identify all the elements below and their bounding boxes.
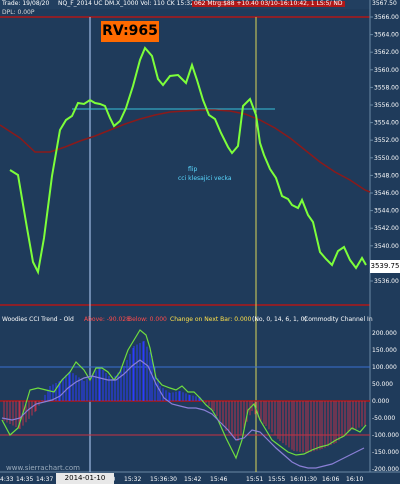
- order-info: 062 Mtrg:$88 +10.40 03/10-16:10:42, 1 LS…: [192, 0, 345, 7]
- corner-price: 3567.50: [372, 0, 397, 7]
- price-axis-label: 3550.00: [374, 155, 399, 162]
- cci-axis-label: -100.000: [372, 432, 399, 439]
- time-axis-label: 15:55: [268, 476, 285, 483]
- price-axis: 3566.00 3564.00 3562.00 3560.00 3558.00 3556.…: [370, 14, 399, 285]
- cci-axis-label: -50.000: [372, 415, 395, 422]
- cci-below: Below: 0.000: [128, 316, 167, 323]
- cci-above: Above: -90.028: [84, 316, 130, 323]
- time-axis-label: 15:51: [246, 476, 263, 483]
- price-axis-label: 3542.00: [374, 225, 399, 232]
- time-axis: 4:3314:3514:3715:3015:3215:36:3015:4215:…: [0, 476, 363, 483]
- price-axis-label: 3558.00: [374, 84, 399, 91]
- cci-change: Change on Next Bar: 0.000: [170, 316, 252, 323]
- time-axis-label: 14:35: [16, 476, 33, 483]
- price-axis-label: 3564.00: [374, 32, 399, 39]
- rv-badge: RV:965: [101, 21, 159, 42]
- watermark: www.sierrachart.com: [6, 464, 80, 472]
- cci-axis-label: 100.000: [372, 364, 397, 371]
- cci-axis-label: -150.000: [372, 449, 399, 456]
- instrument-label: NQ_F_2014 UC DM.X_1000 Vol: 110 CK 15:32…: [58, 0, 217, 7]
- time-axis-label: 15:36:30: [150, 476, 177, 483]
- price-axis-label: 3546.00: [374, 190, 399, 197]
- cci-indicator: Commodity Channel In: [304, 316, 373, 323]
- cci-histogram: [3, 341, 366, 453]
- trade-label: Trade: 19/08/20: [2, 0, 50, 7]
- price-axis-label: 3540.00: [374, 243, 399, 250]
- price-axis-label: 3544.00: [374, 208, 399, 215]
- time-axis-label: 15:46: [210, 476, 227, 483]
- cci-axis-label: -200.000: [372, 466, 399, 473]
- cci-axis-label: 50.000: [372, 381, 393, 388]
- cci-axis-label: 0.000: [372, 398, 389, 405]
- time-axis-label: 4:33: [0, 476, 14, 483]
- annotation-line-2: cci klesajici vecka: [178, 175, 232, 182]
- cci-axis: 200.000 150.000 100.000 50.000 0.000 -50.000 -…: [372, 330, 399, 473]
- price-axis-label: 3548.00: [374, 172, 399, 179]
- time-axis-label: 16:06: [322, 476, 339, 483]
- status-bar: [0, 0, 370, 9]
- price-axis-label: 3560.00: [374, 67, 399, 74]
- cci-params: (No, 0, 14, 6, 1, 0): [252, 316, 307, 323]
- current-time-box: 2014-01-10 14:49:00: [56, 473, 114, 484]
- price-axis-label: 3554.00: [374, 120, 399, 127]
- price-axis-label: 3556.00: [374, 102, 399, 109]
- price-axis-label: 3552.00: [374, 137, 399, 144]
- price-line: [9, 46, 367, 276]
- cci-axis-label: 200.000: [372, 330, 397, 337]
- cci-panel-name: Woodies CCI Trend - Old: [2, 316, 74, 323]
- last-price-tag: 3539.75: [370, 260, 400, 273]
- annotation-line-1: flip: [188, 166, 198, 173]
- time-axis-label: 15:42: [184, 476, 201, 483]
- time-axis-label: 14:37: [36, 476, 53, 483]
- cci-axis-label: 150.000: [372, 347, 397, 354]
- dpl-label: DPL: 0.00P: [2, 9, 35, 16]
- time-axis-label: 16:01:30: [290, 476, 317, 483]
- time-axis-label: 15:32: [124, 476, 141, 483]
- price-axis-label: 3566.00: [374, 14, 399, 21]
- time-axis-label: 16:10: [346, 476, 363, 483]
- price-axis-label: 3562.00: [374, 49, 399, 56]
- price-axis-label: 3536.00: [374, 278, 399, 285]
